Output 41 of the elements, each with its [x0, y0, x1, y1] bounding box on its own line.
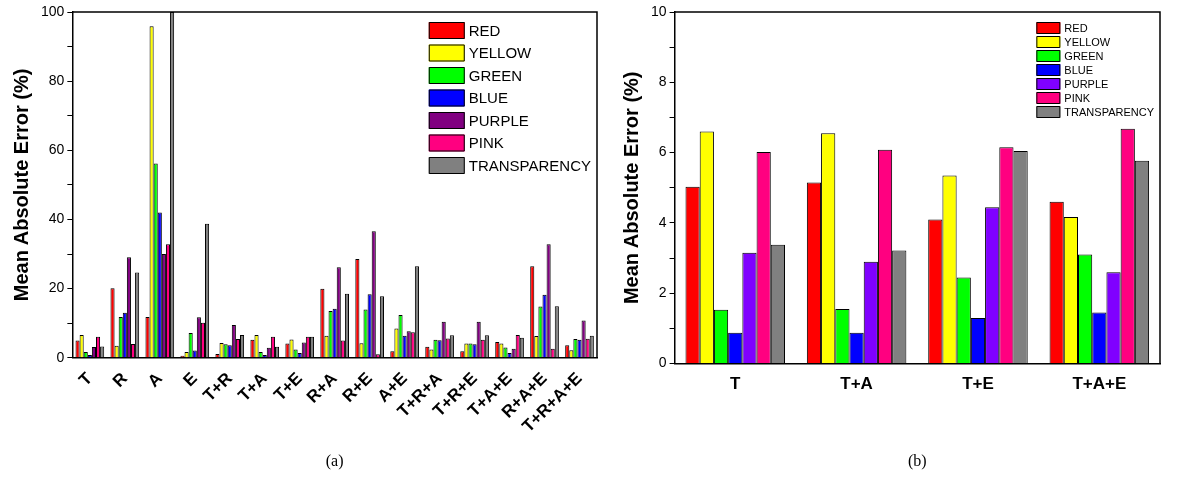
legend-label: PINK	[468, 134, 504, 152]
x-tick-label: T+E	[962, 374, 994, 394]
legend-label: BLUE	[1064, 64, 1094, 77]
y-tick-label: 4	[658, 213, 667, 230]
y-tick-label: 10	[650, 2, 667, 19]
legend-label: GREEN	[1064, 50, 1104, 63]
y-tick-label: 60	[48, 141, 65, 158]
legend-label: PINK	[1064, 92, 1091, 105]
legend-label: YELLOW	[468, 44, 533, 62]
y-tick-label: 40	[48, 210, 65, 227]
x-tick-label: R	[108, 368, 131, 391]
y-tick-label: 80	[48, 72, 65, 89]
text: (a)	[325, 452, 344, 470]
legend-label: RED	[468, 21, 501, 39]
y-axis-title: Mean Absolute Error (%)	[619, 71, 642, 305]
y-tick-label: 6	[658, 143, 667, 160]
y-tick-label: 0	[658, 354, 667, 371]
x-tick-label: T+A+E	[1072, 374, 1127, 394]
x-tick-label: A	[143, 368, 166, 391]
text: (b)	[907, 452, 927, 470]
y-axis-title: Mean Absolute Error (%)	[9, 68, 32, 302]
legend-label: YELLOW	[1064, 36, 1111, 49]
x-tick-label: T+A	[234, 368, 271, 406]
legend-label: PURPLE	[1064, 78, 1109, 91]
legend-label: BLUE	[468, 89, 508, 107]
x-tick-label: T+A	[840, 374, 873, 394]
y-tick-label: 100	[41, 2, 65, 19]
y-tick-label: 0	[56, 348, 65, 365]
x-tick-label: E	[179, 368, 201, 391]
y-tick-label: 20	[48, 279, 65, 296]
x-tick-label: T	[730, 374, 742, 394]
legend-label: TRANSPARENCY	[1064, 106, 1155, 119]
y-tick-label: 2	[658, 284, 667, 301]
x-tick-label: T+E	[270, 368, 306, 405]
legend-label: RED	[1064, 22, 1088, 35]
legend-label: TRANSPARENCY	[468, 156, 592, 174]
legend-label: PURPLE	[468, 111, 529, 129]
x-tick-label: T	[75, 368, 97, 390]
y-tick-label: 8	[658, 73, 667, 90]
legend-label: GREEN	[468, 66, 523, 84]
x-tick-label: T+R	[199, 368, 236, 406]
